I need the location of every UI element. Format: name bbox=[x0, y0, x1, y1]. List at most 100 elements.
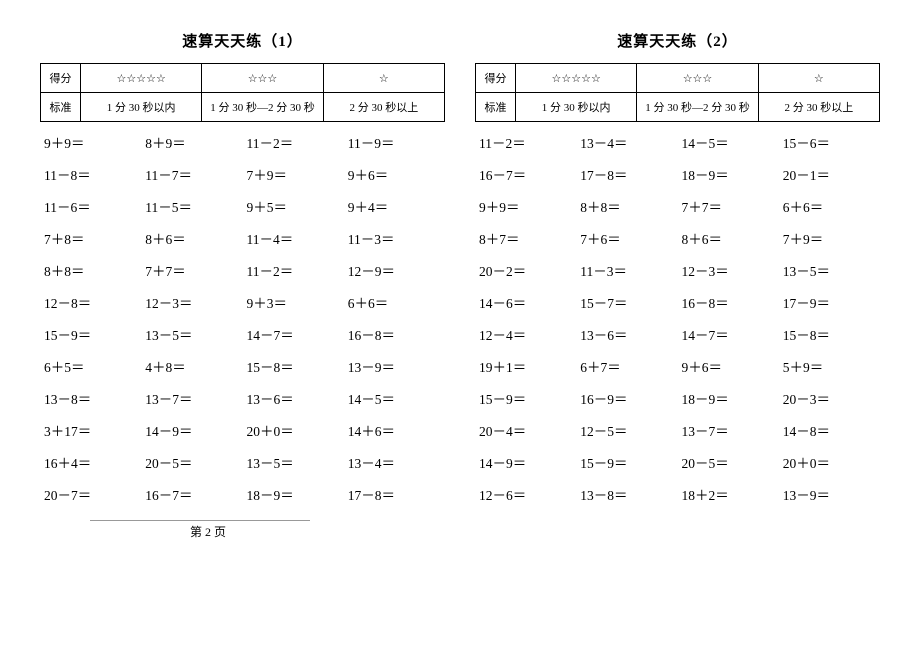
problem-cell: 6＋7＝ bbox=[576, 356, 677, 376]
problem-row: 20－7＝16－7＝18－9＝17－8＝ bbox=[40, 484, 445, 504]
hdr-standard-label: 标准 bbox=[476, 93, 516, 122]
problem-cell: 7＋6＝ bbox=[576, 228, 677, 248]
problem-row: 16＋4＝20－5＝13－5＝13－4＝ bbox=[40, 452, 445, 472]
title-right-suffix: ） bbox=[722, 34, 738, 50]
problem-cell: 13－5＝ bbox=[779, 260, 880, 280]
problem-cell: 12－5＝ bbox=[576, 420, 677, 440]
problem-row: 15－9＝13－5＝14－7＝16－8＝ bbox=[40, 324, 445, 344]
hdr-standard-c3: 2 分 30 秒以上 bbox=[758, 93, 879, 122]
problem-row: 16－7＝17－8＝18－9＝20－1＝ bbox=[475, 164, 880, 184]
problem-cell: 13－5＝ bbox=[141, 324, 242, 344]
problem-cell: 9＋6＝ bbox=[344, 164, 445, 184]
problem-cell: 9＋9＝ bbox=[475, 196, 576, 216]
problem-cell: 16＋4＝ bbox=[40, 452, 141, 472]
problem-cell: 14－7＝ bbox=[678, 324, 779, 344]
title-right-prefix: 速算天天练（ bbox=[617, 34, 713, 50]
problem-cell: 17－8＝ bbox=[344, 484, 445, 504]
problem-cell: 17－9＝ bbox=[779, 292, 880, 312]
problem-cell: 20－7＝ bbox=[40, 484, 141, 504]
hdr-standard-label: 标准 bbox=[41, 93, 81, 122]
hdr-standard-c2: 1 分 30 秒—2 分 30 秒 bbox=[637, 93, 758, 122]
hdr-stars-3: ☆☆☆ bbox=[637, 64, 758, 93]
problem-cell: 14－6＝ bbox=[475, 292, 576, 312]
problem-cell: 13－8＝ bbox=[40, 388, 141, 408]
problem-cell: 7＋8＝ bbox=[40, 228, 141, 248]
problem-row: 9＋9＝8＋8＝7＋7＝6＋6＝ bbox=[475, 196, 880, 216]
problem-cell: 16－8＝ bbox=[344, 324, 445, 344]
problem-cell: 15－8＝ bbox=[779, 324, 880, 344]
problem-cell: 9＋9＝ bbox=[40, 132, 141, 152]
problem-cell: 12－6＝ bbox=[475, 484, 576, 504]
problem-cell: 13－4＝ bbox=[576, 132, 677, 152]
title-right-num: 2 bbox=[713, 34, 722, 50]
problems-left: 9＋9＝8＋9＝11－2＝11－9＝11－8＝11－7＝7＋9＝9＋6＝11－6… bbox=[40, 132, 445, 504]
page-footer: 第 2 页 bbox=[90, 520, 310, 540]
problem-cell: 19＋1＝ bbox=[475, 356, 576, 376]
problem-cell: 7＋7＝ bbox=[678, 196, 779, 216]
problem-cell: 12－3＝ bbox=[141, 292, 242, 312]
problem-cell: 16－7＝ bbox=[475, 164, 576, 184]
problem-cell: 13－9＝ bbox=[344, 356, 445, 376]
problem-row: 3＋17＝14－9＝20＋0＝14＋6＝ bbox=[40, 420, 445, 440]
problem-cell: 20＋0＝ bbox=[779, 452, 880, 472]
problem-cell: 6＋6＝ bbox=[779, 196, 880, 216]
problem-row: 11－2＝13－4＝14－5＝15－6＝ bbox=[475, 132, 880, 152]
problem-cell: 13－7＝ bbox=[141, 388, 242, 408]
problem-row: 8＋7＝7＋6＝8＋6＝7＋9＝ bbox=[475, 228, 880, 248]
problem-cell: 8＋8＝ bbox=[40, 260, 141, 280]
problem-row: 19＋1＝6＋7＝9＋6＝5＋9＝ bbox=[475, 356, 880, 376]
problem-cell: 9＋3＝ bbox=[243, 292, 344, 312]
problem-cell: 8＋9＝ bbox=[141, 132, 242, 152]
header-table-left: 得分 ☆☆☆☆☆ ☆☆☆ ☆ 标准 1 分 30 秒以内 1 分 30 秒—2 … bbox=[40, 63, 445, 122]
problem-cell: 11－6＝ bbox=[40, 196, 141, 216]
problem-row: 13－8＝13－7＝13－6＝14－5＝ bbox=[40, 388, 445, 408]
problem-cell: 12－8＝ bbox=[40, 292, 141, 312]
problem-cell: 8＋8＝ bbox=[576, 196, 677, 216]
problem-cell: 11－4＝ bbox=[243, 228, 344, 248]
problem-cell: 13－6＝ bbox=[243, 388, 344, 408]
problem-cell: 15－9＝ bbox=[40, 324, 141, 344]
problems-right: 11－2＝13－4＝14－5＝15－6＝ 16－7＝17－8＝18－9＝20－1＝… bbox=[475, 132, 880, 504]
problem-cell: 6＋5＝ bbox=[40, 356, 141, 376]
problem-cell: 11－2＝ bbox=[475, 132, 576, 152]
problem-cell: 20－5＝ bbox=[141, 452, 242, 472]
problem-cell: 16－8＝ bbox=[678, 292, 779, 312]
problem-cell: 11－8＝ bbox=[40, 164, 141, 184]
problem-cell: 14－9＝ bbox=[141, 420, 242, 440]
problem-cell: 14－9＝ bbox=[475, 452, 576, 472]
worksheets-container: 速算天天练（1） 得分 ☆☆☆☆☆ ☆☆☆ ☆ 标准 1 分 30 秒以内 1 … bbox=[40, 30, 880, 516]
problem-cell: 15－6＝ bbox=[779, 132, 880, 152]
hdr-score-label: 得分 bbox=[476, 64, 516, 93]
title-right: 速算天天练（2） bbox=[475, 30, 880, 51]
hdr-stars-1: ☆ bbox=[323, 64, 444, 93]
hdr-stars-5: ☆☆☆☆☆ bbox=[516, 64, 637, 93]
problem-cell: 14－5＝ bbox=[678, 132, 779, 152]
problem-cell: 12－3＝ bbox=[678, 260, 779, 280]
problem-cell: 15－8＝ bbox=[243, 356, 344, 376]
problem-cell: 6＋6＝ bbox=[344, 292, 445, 312]
problem-cell: 15－9＝ bbox=[475, 388, 576, 408]
problem-row: 20－4＝12－5＝13－7＝14－8＝ bbox=[475, 420, 880, 440]
problem-cell: 11－3＝ bbox=[344, 228, 445, 248]
problem-row: 12－4＝13－6＝14－7＝15－8＝ bbox=[475, 324, 880, 344]
problem-cell: 7＋7＝ bbox=[141, 260, 242, 280]
header-table-right: 得分 ☆☆☆☆☆ ☆☆☆ ☆ 标准 1 分 30 秒以内 1 分 30 秒—2 … bbox=[475, 63, 880, 122]
problem-cell: 16－7＝ bbox=[141, 484, 242, 504]
problem-cell: 18－9＝ bbox=[678, 164, 779, 184]
problem-row: 15－9＝16－9＝18－9＝20－3＝ bbox=[475, 388, 880, 408]
problem-cell: 14－5＝ bbox=[344, 388, 445, 408]
problem-row: 8＋8＝7＋7＝11－2＝12－9＝ bbox=[40, 260, 445, 280]
problem-row: 12－6＝13－8＝18＋2＝13－9＝ bbox=[475, 484, 880, 504]
problem-cell: 14－8＝ bbox=[779, 420, 880, 440]
problem-cell: 20－1＝ bbox=[779, 164, 880, 184]
problem-cell: 7＋9＝ bbox=[243, 164, 344, 184]
problem-row: 6＋5＝4＋8＝15－8＝13－9＝ bbox=[40, 356, 445, 376]
problem-cell: 3＋17＝ bbox=[40, 420, 141, 440]
hdr-standard-c1: 1 分 30 秒以内 bbox=[516, 93, 637, 122]
problem-cell: 8＋6＝ bbox=[678, 228, 779, 248]
problem-cell: 20－3＝ bbox=[779, 388, 880, 408]
worksheet-left: 速算天天练（1） 得分 ☆☆☆☆☆ ☆☆☆ ☆ 标准 1 分 30 秒以内 1 … bbox=[40, 30, 445, 516]
hdr-standard-c2: 1 分 30 秒—2 分 30 秒 bbox=[202, 93, 323, 122]
problem-cell: 17－8＝ bbox=[576, 164, 677, 184]
problem-cell: 20＋0＝ bbox=[243, 420, 344, 440]
